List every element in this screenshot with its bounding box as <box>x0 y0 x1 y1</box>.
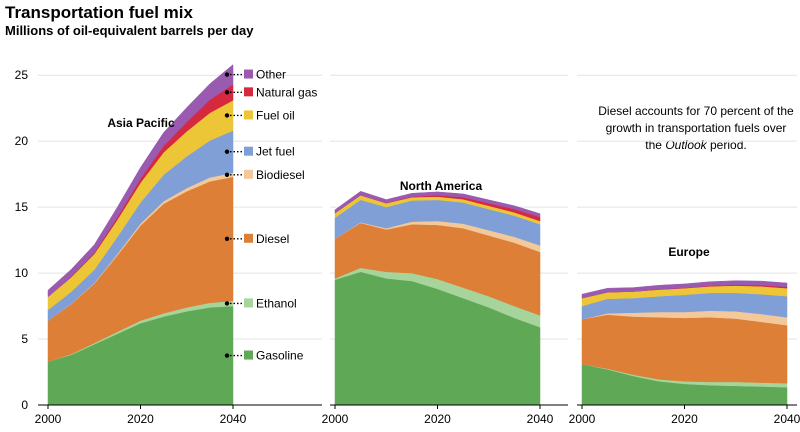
legend-dot <box>224 172 230 177</box>
legend-dot <box>224 149 230 154</box>
legend-label: Natural gas <box>256 85 317 99</box>
x-tick-label: 2020 <box>424 412 451 426</box>
panel-asia-pacific: 2000 2020 2040 Asia Pacific <box>35 64 322 426</box>
legend-swatch <box>244 110 253 120</box>
legend-item-gasoline: Gasoline <box>224 349 304 363</box>
legend-label: Jet fuel <box>256 145 295 159</box>
chart-title: Transportation fuel mix <box>5 3 193 22</box>
x-tick-label: 2020 <box>127 412 154 426</box>
legend-swatch <box>244 350 253 360</box>
legend-label: Biodiesel <box>256 168 305 182</box>
area-other <box>47 64 234 298</box>
legend-item-biodiesel: Biodiesel <box>224 168 305 182</box>
legend-swatch <box>244 87 253 97</box>
legend-item-natural-gas: Natural gas <box>224 85 317 99</box>
note-text-start: Diesel accounts for 70 percent of the gr… <box>598 104 794 152</box>
legend-dot <box>224 113 230 118</box>
y-tick-label: 15 <box>15 200 29 214</box>
legend-dot <box>224 301 230 306</box>
legend-swatch <box>244 298 253 308</box>
x-tick-label: 2020 <box>671 412 698 426</box>
legend-label: Diesel <box>256 232 289 246</box>
chart-subtitle: Millions of oil-equivalent barrels per d… <box>5 23 254 38</box>
x-tick-label: 2040 <box>220 412 247 426</box>
y-tick-label: 10 <box>15 266 29 280</box>
legend-label: Ethanol <box>256 296 297 310</box>
y-tick-label: 20 <box>15 134 29 148</box>
panel-label: Asia Pacific <box>107 116 175 130</box>
annotation-note: Diesel accounts for 70 percent of the gr… <box>598 103 794 154</box>
legend-dot <box>224 236 230 241</box>
x-tick-label: 2040 <box>527 412 554 426</box>
legend-swatch <box>244 146 253 156</box>
area-other <box>581 280 788 299</box>
y-tick-label: 25 <box>15 68 29 82</box>
legend-label: Other <box>256 68 286 82</box>
legend-item-ethanol: Ethanol <box>224 296 297 310</box>
panel-label: North America <box>400 179 483 193</box>
legend-swatch <box>244 233 253 243</box>
x-tick-label: 2000 <box>322 412 349 426</box>
x-tick-label: 2000 <box>569 412 596 426</box>
legend-label: Fuel oil <box>256 108 295 122</box>
x-tick-label: 2040 <box>774 412 800 426</box>
panel-north-america: 2000 2020 2040 North America <box>322 179 568 426</box>
area-other <box>334 191 541 218</box>
y-tick-label: 5 <box>21 332 28 346</box>
y-tick-label: 0 <box>21 398 28 412</box>
panel-label: Europe <box>668 245 710 259</box>
legend-item-diesel: Diesel <box>224 232 289 246</box>
legend-item-fuel-oil: Fuel oil <box>224 108 295 122</box>
legend-dot <box>224 72 230 77</box>
legend-item-other: Other <box>224 68 286 82</box>
legend-dot <box>224 353 230 358</box>
legend-item-jet-fuel: Jet fuel <box>224 145 295 159</box>
panel-europe: 2000 2020 2040 Europe <box>569 245 800 426</box>
legend-dot <box>224 90 230 95</box>
legend-label: Gasoline <box>256 349 304 363</box>
x-tick-label: 2000 <box>35 412 62 426</box>
legend: Other Natural gas Fuel oil Jet fuel Biodiese… <box>224 68 317 363</box>
legend-swatch <box>244 169 253 179</box>
legend-swatch <box>244 69 253 79</box>
